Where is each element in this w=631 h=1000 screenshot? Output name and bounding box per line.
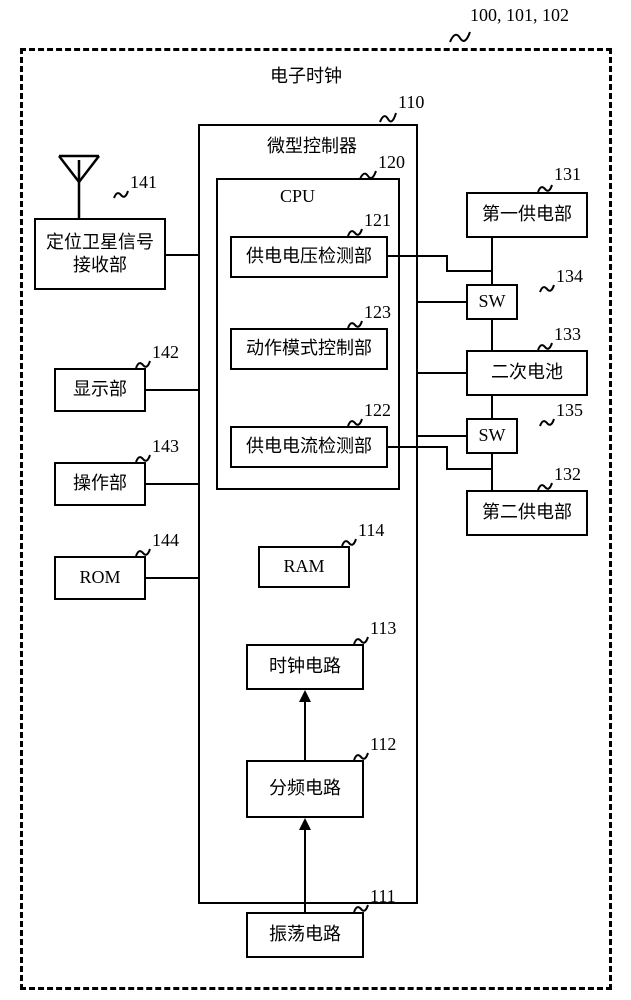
antenna-icon <box>55 150 103 218</box>
ref-display: 142 <box>152 342 179 363</box>
ref-osc-ckt: 111 <box>370 886 396 907</box>
squiggle-144 <box>134 546 152 558</box>
cpu-label: CPU <box>278 186 317 207</box>
line-operate-mcu <box>146 483 198 485</box>
block-rom: ROM <box>54 556 146 600</box>
ref-ps1: 131 <box>554 164 581 185</box>
ref-cpu: 120 <box>378 152 405 173</box>
line-sw2-cpu <box>418 435 466 437</box>
block-curr-det: 供电电流检测部 <box>230 426 388 468</box>
block-ps1: 第一供电部 <box>466 192 588 238</box>
squiggle-112 <box>352 750 370 762</box>
line-osc-to-div <box>304 830 306 912</box>
ref-div-ckt: 112 <box>370 734 396 755</box>
line-div-to-clock <box>304 702 306 760</box>
block-ram: RAM <box>258 546 350 588</box>
line-display-mcu <box>146 389 198 391</box>
block-receiver: 定位卫星信号 接收部 <box>34 218 166 290</box>
block-div-ckt: 分频电路 <box>246 760 364 818</box>
line-batt-cpu <box>418 372 466 374</box>
diagram-canvas: 100, 101, 102 电子时钟 微型控制器 110 CPU 120 供电电… <box>0 0 631 1000</box>
line-currdet-h2 <box>446 468 493 470</box>
block-battery: 二次电池 <box>466 350 588 396</box>
line-batt-sw2 <box>491 396 493 418</box>
line-sw2-ps2 <box>491 454 493 490</box>
block-osc-ckt: 振荡电路 <box>246 912 364 958</box>
ref-mcu: 110 <box>398 92 424 113</box>
line-ps1-sw1 <box>491 238 493 284</box>
ref-receiver: 141 <box>130 172 157 193</box>
ref-mode-ctrl: 123 <box>364 302 391 323</box>
line-sw1-cpu <box>418 301 466 303</box>
squiggle-135 <box>538 416 556 428</box>
line-rom-mcu <box>146 577 198 579</box>
line-voltdet-h2 <box>446 270 493 272</box>
ref-sw2: 135 <box>556 400 583 421</box>
ref-rom: 144 <box>152 530 179 551</box>
line-voltdet-h1 <box>388 255 448 257</box>
squiggle-122 <box>346 416 364 428</box>
line-sw1-batt <box>491 320 493 350</box>
block-display: 显示部 <box>54 368 146 412</box>
block-ps2: 第二供电部 <box>466 490 588 536</box>
squiggle-123 <box>346 318 364 330</box>
ref-ps2: 132 <box>554 464 581 485</box>
block-sw2: SW <box>466 418 518 454</box>
block-clock-ckt: 时钟电路 <box>246 644 364 690</box>
squiggle-cpu <box>358 168 378 182</box>
squiggle-mcu <box>378 110 398 126</box>
block-sw1: SW <box>466 284 518 320</box>
squiggle-134 <box>538 282 556 294</box>
outer-label: 电子时钟 <box>268 62 344 88</box>
squiggle-141 <box>112 188 130 200</box>
squiggle-111 <box>352 902 370 914</box>
line-currdet-h1 <box>388 446 448 448</box>
ref-ram: 114 <box>358 520 384 541</box>
ref-operate: 143 <box>152 436 179 457</box>
arrow-div-to-clock <box>299 690 311 702</box>
squiggle-top <box>448 28 472 46</box>
arrow-osc-to-div <box>299 818 311 830</box>
block-mode-ctrl: 动作模式控制部 <box>230 328 388 370</box>
line-receiver-mcu <box>166 254 198 256</box>
squiggle-132 <box>536 480 554 492</box>
mcu-label: 微型控制器 <box>265 132 359 158</box>
ref-clock-ckt: 113 <box>370 618 396 639</box>
block-operate: 操作部 <box>54 462 146 506</box>
ref-sw1: 134 <box>556 266 583 287</box>
squiggle-133 <box>536 340 554 352</box>
squiggle-114 <box>340 536 358 548</box>
ref-toplevel: 100, 101, 102 <box>470 5 569 26</box>
block-volt-det: 供电电压检测部 <box>230 236 388 278</box>
squiggle-113 <box>352 634 370 646</box>
ref-battery: 133 <box>554 324 581 345</box>
squiggle-142 <box>134 358 152 370</box>
squiggle-131 <box>536 182 554 194</box>
squiggle-143 <box>134 452 152 464</box>
ref-volt-det: 121 <box>364 210 391 231</box>
ref-curr-det: 122 <box>364 400 391 421</box>
squiggle-121 <box>346 226 364 238</box>
line-currdet-v1 <box>446 446 448 470</box>
